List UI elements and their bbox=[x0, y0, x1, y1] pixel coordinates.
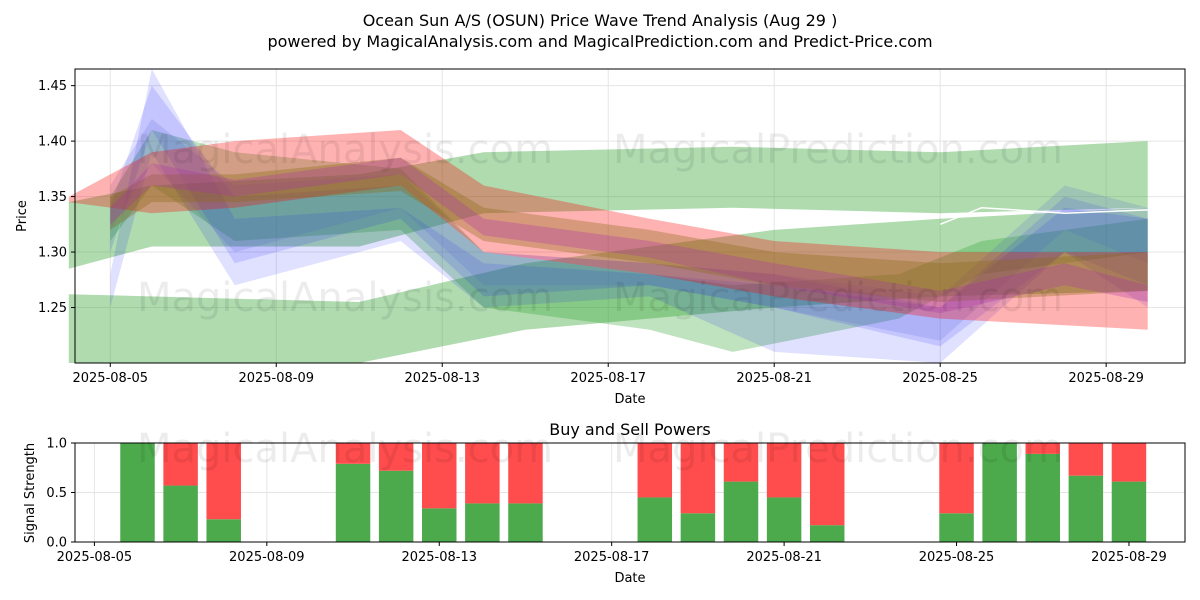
buy-bar-11 bbox=[766, 497, 802, 542]
price-x-tick-label-5: 2025-08-25 bbox=[902, 371, 978, 386]
price-band-4 bbox=[110, 85, 1148, 347]
price-y-tick-label-2: 1.35 bbox=[38, 190, 67, 205]
buy-bar-2 bbox=[206, 519, 241, 542]
price-x-tick-label-1: 2025-08-09 bbox=[238, 371, 314, 386]
price-x-tick-label-3: 2025-08-17 bbox=[570, 371, 646, 386]
buy-bar-6 bbox=[465, 503, 500, 542]
price-band-0 bbox=[68, 207, 1148, 363]
sell-bar-3 bbox=[335, 443, 371, 464]
price-y-ticks: 1.25 1.30 1.35 1.40 1.45 bbox=[38, 79, 75, 316]
sell-bar-1 bbox=[163, 443, 198, 486]
signal-y-tick-label-0: 0.0 bbox=[46, 536, 67, 551]
watermark-top-left-1: MagicalAnalysis.com bbox=[137, 127, 553, 173]
buy-bar-14 bbox=[982, 443, 1017, 542]
signal-y-tick-label-1: 0.5 bbox=[46, 486, 67, 501]
watermark-bottom-right: MagicalPrediction.com bbox=[613, 426, 1063, 472]
buy-bar-7 bbox=[508, 503, 543, 542]
price-y-tick-label-1: 1.30 bbox=[38, 246, 67, 261]
signal-x-tick-label-0: 2025-08-05 bbox=[57, 550, 133, 565]
signal-x-tick-label-1: 2025-08-09 bbox=[229, 550, 305, 565]
chart-title: Ocean Sun A/S (OSUN) Price Wave Trend An… bbox=[363, 11, 838, 30]
watermark-top-right-2: MagicalPrediction.com bbox=[613, 275, 1063, 321]
price-band-1 bbox=[68, 141, 1148, 269]
buy-bar-12 bbox=[809, 525, 845, 542]
signal-bars bbox=[120, 443, 1147, 542]
buy-bar-1 bbox=[163, 485, 198, 542]
price-x-tick-label-2: 2025-08-13 bbox=[404, 371, 480, 386]
price-bands bbox=[68, 69, 1148, 363]
sell-bar-6 bbox=[465, 443, 500, 504]
price-axes-frame bbox=[74, 68, 1186, 364]
price-band-7 bbox=[110, 157, 1148, 302]
sell-bar-9 bbox=[680, 443, 716, 514]
sell-bar-11 bbox=[766, 443, 802, 498]
price-band-6 bbox=[68, 130, 1148, 330]
sell-bar-7 bbox=[508, 443, 543, 504]
sell-bar-5 bbox=[422, 443, 457, 509]
price-x-ticks: 2025-08-05 2025-08-09 2025-08-13 2025-08-17… bbox=[72, 363, 1144, 386]
price-x-tick-label-6: 2025-08-29 bbox=[1068, 371, 1144, 386]
price-band-3 bbox=[110, 69, 1148, 363]
price-x-tick-label-0: 2025-08-05 bbox=[72, 371, 148, 386]
signal-y-ticks: 0.0 0.5 1.0 bbox=[46, 437, 75, 551]
price-chart: MagicalAnalysis.com MagicalPrediction.co… bbox=[15, 68, 1186, 407]
signal-title: Buy and Sell Powers bbox=[549, 420, 711, 439]
signal-x-tick-label-3: 2025-08-17 bbox=[574, 550, 650, 565]
price-y-tick-label-0: 1.25 bbox=[38, 301, 67, 316]
price-x-label: Date bbox=[614, 392, 645, 407]
buy-bar-5 bbox=[422, 508, 457, 542]
signal-y-tick-label-2: 1.0 bbox=[46, 437, 67, 452]
watermark-bottom-left: MagicalAnalysis.com bbox=[137, 426, 553, 472]
buy-bar-9 bbox=[680, 513, 716, 542]
sell-bar-15 bbox=[1025, 443, 1060, 454]
sell-bar-2 bbox=[206, 443, 241, 520]
sell-bar-4 bbox=[378, 443, 414, 471]
signal-y-label: Signal Strength bbox=[23, 443, 38, 543]
signal-chart: Buy and Sell Powers MagicalAnalysis.com … bbox=[23, 420, 1186, 586]
price-trend-line bbox=[939, 206, 1148, 225]
price-band-5 bbox=[110, 118, 1148, 341]
watermark-top-left-2: MagicalAnalysis.com bbox=[137, 275, 553, 321]
sell-bar-17 bbox=[1111, 443, 1147, 482]
chart-subtitle: powered by MagicalAnalysis.com and Magic… bbox=[267, 32, 932, 51]
sell-bar-13 bbox=[939, 443, 974, 514]
buy-bar-17 bbox=[1111, 481, 1147, 542]
buy-bar-8 bbox=[637, 497, 673, 542]
signal-x-tick-label-6: 2025-08-29 bbox=[1091, 550, 1167, 565]
buy-bar-10 bbox=[723, 481, 759, 542]
signal-x-tick-label-5: 2025-08-25 bbox=[919, 550, 995, 565]
buy-bar-15 bbox=[1025, 453, 1060, 542]
buy-bar-16 bbox=[1068, 475, 1104, 542]
price-y-tick-label-4: 1.45 bbox=[38, 79, 67, 94]
price-line bbox=[939, 206, 1148, 225]
sell-bar-8 bbox=[637, 443, 673, 498]
buy-bar-3 bbox=[335, 463, 371, 542]
sell-bar-16 bbox=[1068, 443, 1104, 476]
price-y-tick-label-3: 1.40 bbox=[38, 135, 67, 150]
price-x-tick-label-4: 2025-08-21 bbox=[736, 371, 812, 386]
sell-bar-12 bbox=[809, 443, 845, 526]
signal-x-label: Date bbox=[614, 571, 645, 586]
signal-x-ticks: 2025-08-05 2025-08-09 2025-08-13 2025-08-17… bbox=[57, 542, 1167, 565]
price-grid bbox=[75, 69, 1185, 363]
buy-bar-4 bbox=[378, 470, 414, 542]
signal-x-tick-label-2: 2025-08-13 bbox=[401, 550, 477, 565]
signal-x-tick-label-4: 2025-08-21 bbox=[746, 550, 822, 565]
buy-bar-13 bbox=[939, 513, 974, 542]
price-y-label: Price bbox=[15, 200, 30, 232]
watermark-top-right-1: MagicalPrediction.com bbox=[613, 127, 1063, 173]
price-band-2 bbox=[110, 130, 1148, 352]
sell-bar-10 bbox=[723, 443, 759, 482]
buy-bar-0 bbox=[120, 443, 155, 542]
